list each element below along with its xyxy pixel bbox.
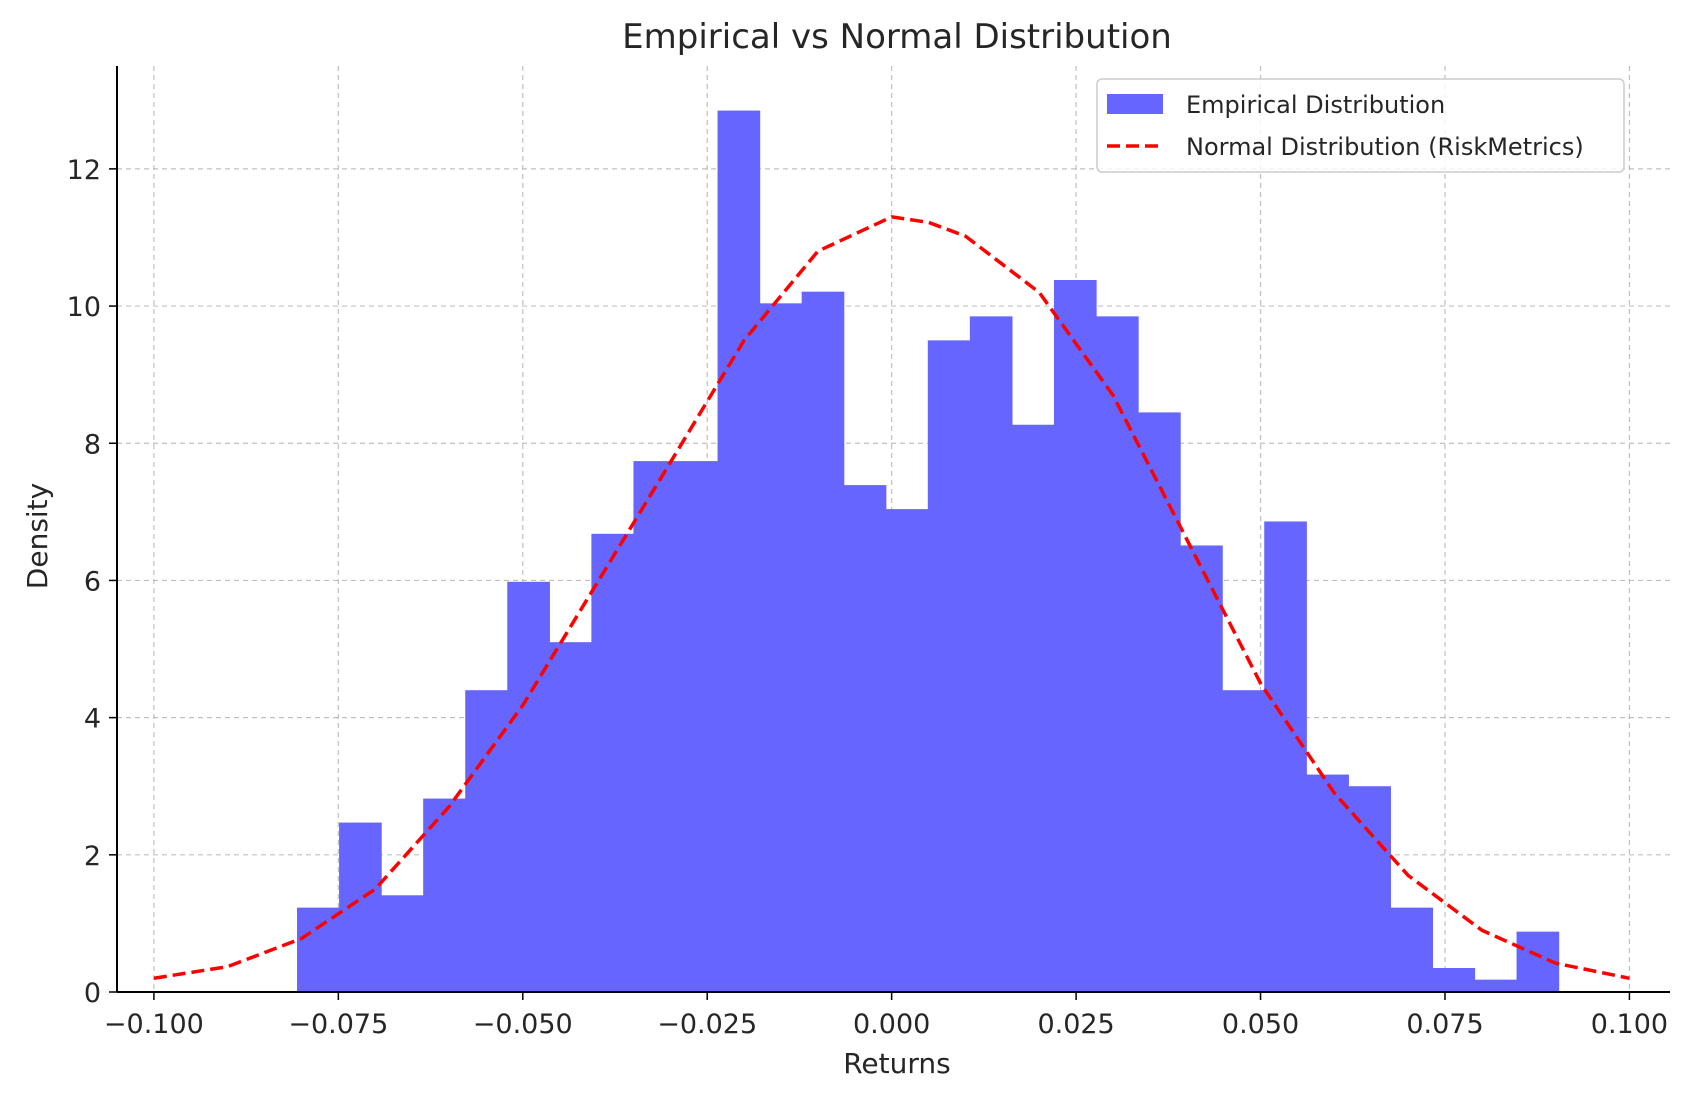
legend-label-empirical: Empirical Distribution [1186,91,1445,119]
y-tick-label: 12 [67,155,101,186]
legend: Empirical Distribution Normal Distributi… [1096,78,1625,173]
histogram-bar [801,291,845,992]
x-tick-label: 0.025 [1037,1009,1114,1040]
histogram-bar [1306,774,1349,992]
legend-frame [1096,78,1625,173]
histogram-bar [1264,521,1307,992]
histogram-bar [465,690,508,992]
x-tick-label: 0.000 [853,1009,930,1040]
histogram-bar [1474,979,1518,992]
histogram-bar [1053,280,1097,992]
y-axis-title: Density [21,483,54,589]
histogram-bar [633,461,677,992]
histogram-bar [1138,412,1181,992]
x-tick-label: −0.100 [104,1009,204,1040]
y-tick-label: 6 [84,566,101,597]
y-tick-label: 2 [84,841,101,872]
chart-title: Empirical vs Normal Distribution [622,17,1172,57]
ticks-layer: −0.100 −0.075 −0.050 −0.025 0.000 0.025 0.050 0… [67,155,1668,1040]
histogram-bar [381,895,424,992]
y-tick-label: 0 [84,978,101,1009]
histogram-bar [1390,907,1434,992]
histogram-bar [717,110,761,992]
x-tick-label: −0.025 [657,1009,757,1040]
histogram-bar [885,509,929,992]
y-tick-label: 4 [84,704,101,735]
y-tick-label: 10 [67,292,101,323]
histogram-bar [1011,424,1055,992]
histogram-bar [549,642,592,992]
histogram-bar [1096,316,1139,992]
x-tick-label: 0.100 [1591,1009,1668,1040]
histogram-bar [339,822,382,992]
bars-layer [297,110,1560,992]
histogram-bar [969,316,1013,992]
legend-swatch-empirical [1107,94,1163,114]
histogram-bar [1222,690,1265,992]
histogram-bar [1180,545,1223,992]
x-tick-label: 0.050 [1222,1009,1299,1040]
histogram-bar [927,340,971,992]
normal-curve-line [153,215,1630,981]
histogram-bar [1432,967,1476,992]
histogram-bar [423,798,466,992]
histogram-bar [759,303,803,992]
histogram-bar [591,533,635,992]
x-tick-label: −0.050 [473,1009,573,1040]
curve-layer [153,215,1630,981]
histogram-bar [297,907,340,992]
histogram-bar [507,581,550,992]
y-tick-label: 8 [84,429,101,460]
x-axis-title: Returns [843,1047,951,1080]
x-tick-label: 0.075 [1406,1009,1483,1040]
x-tick-label: −0.075 [288,1009,388,1040]
histogram-bar [1348,786,1391,992]
legend-label-normal: Normal Distribution (RiskMetrics) [1186,133,1584,161]
histogram-bar [843,485,887,992]
axes-layer [116,66,1670,993]
histogram-bar [675,461,719,992]
